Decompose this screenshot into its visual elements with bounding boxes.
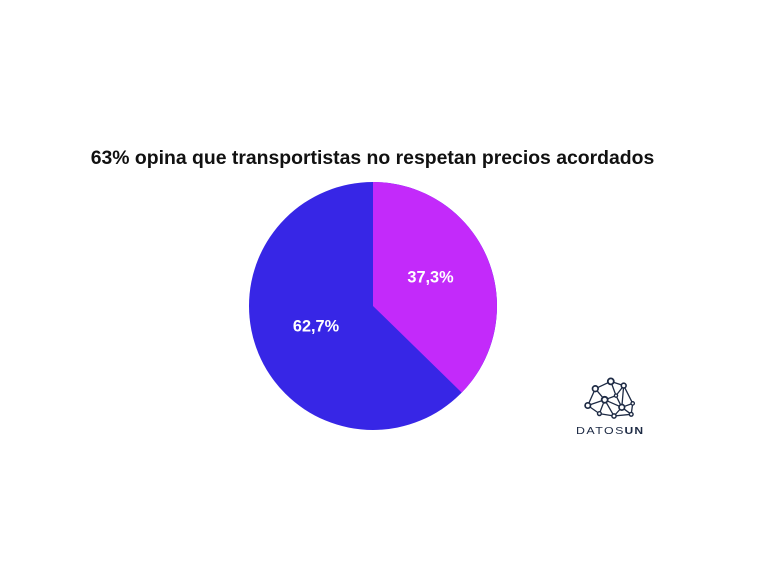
- svg-text:37,3%: 37,3%: [407, 268, 454, 286]
- svg-text:62,7%: 62,7%: [293, 317, 340, 335]
- svg-text:UN: UN: [625, 426, 645, 437]
- svg-text:DATOS: DATOS: [576, 426, 625, 437]
